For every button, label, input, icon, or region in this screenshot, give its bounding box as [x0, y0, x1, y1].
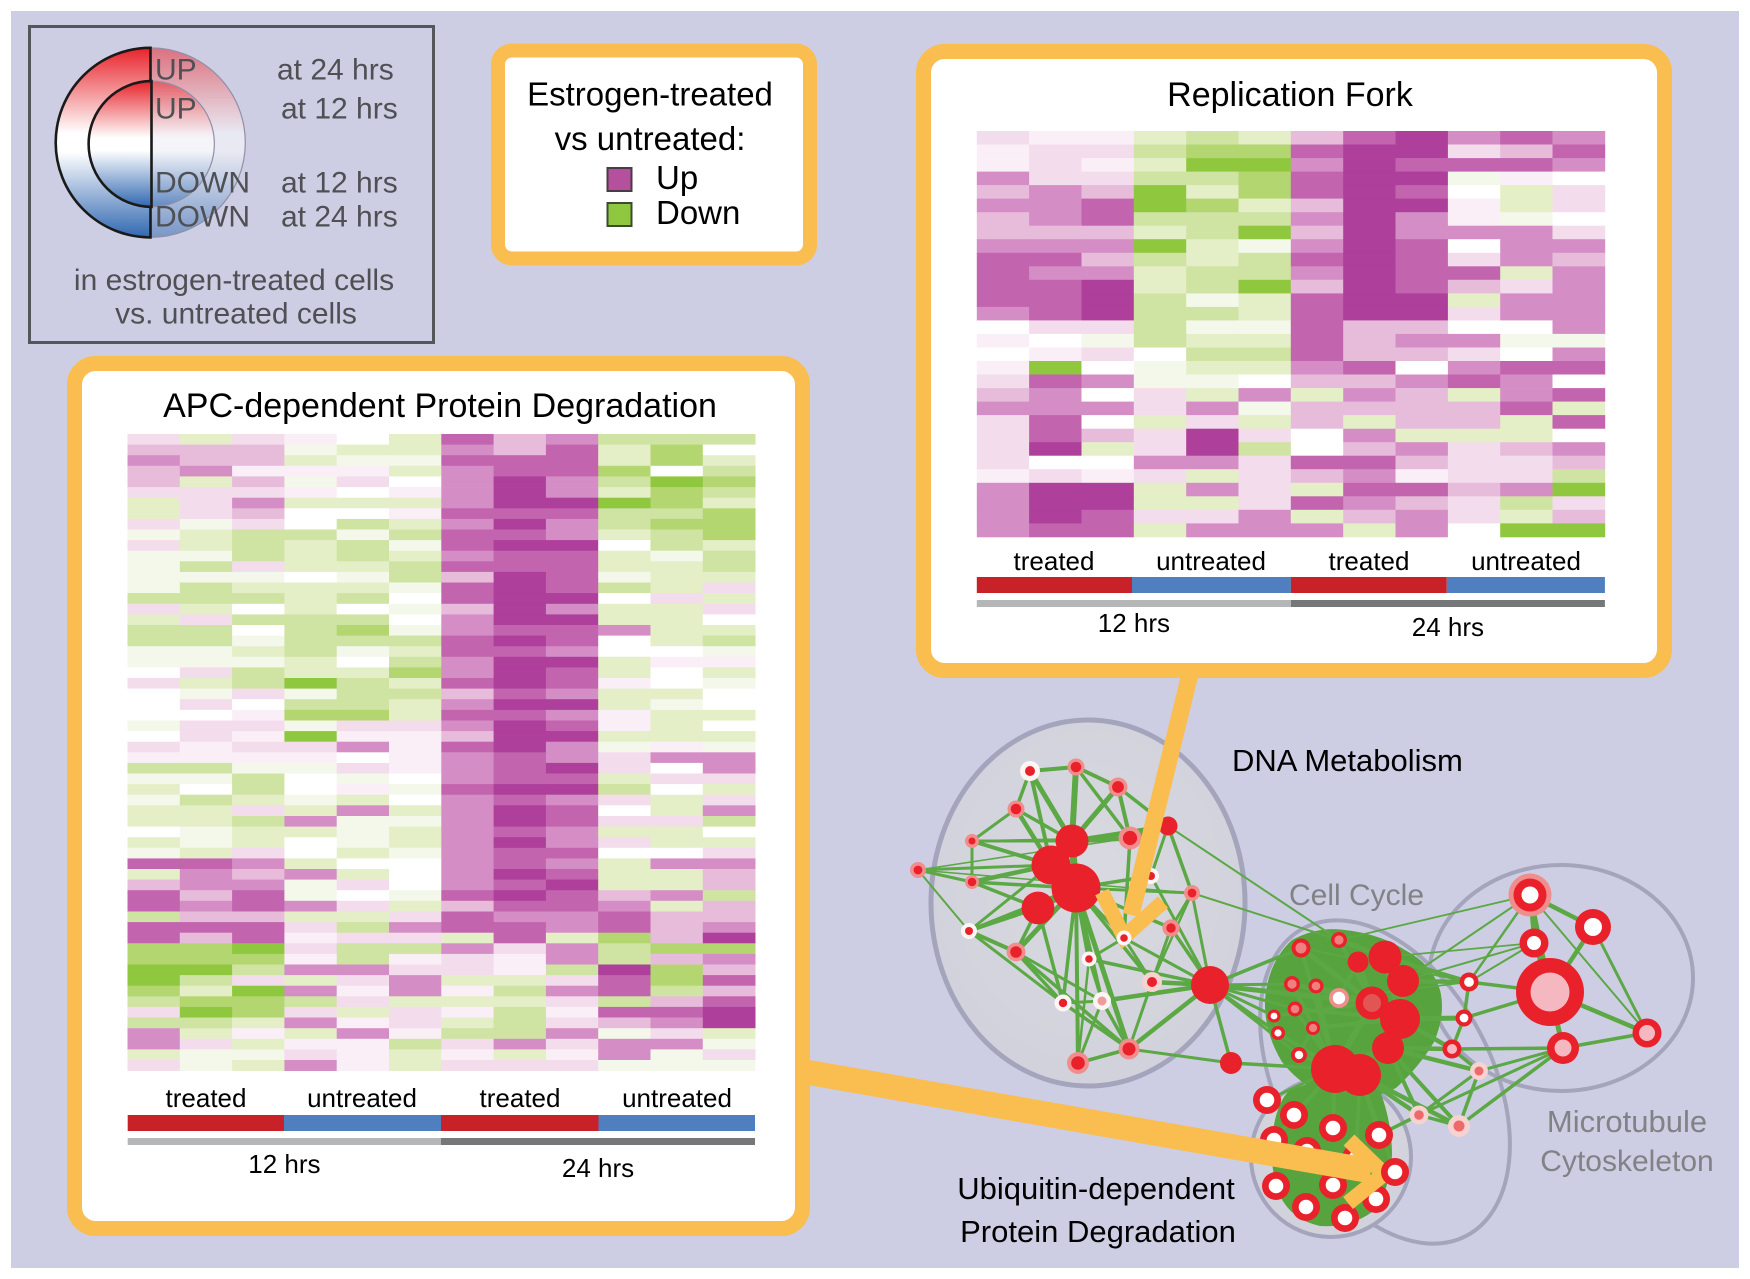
svg-text:untreated: untreated — [622, 1083, 732, 1113]
svg-text:Cytoskeleton: Cytoskeleton — [1540, 1145, 1713, 1178]
svg-text:12 hrs: 12 hrs — [248, 1149, 320, 1179]
svg-text:untreated: untreated — [1156, 546, 1266, 576]
svg-text:at 24 hrs: at 24 hrs — [281, 200, 398, 233]
svg-text:Protein Degradation: Protein Degradation — [960, 1214, 1236, 1249]
svg-text:12 hrs: 12 hrs — [1098, 608, 1170, 638]
svg-text:Replication Fork: Replication Fork — [1167, 76, 1414, 114]
svg-text:Ubiquitin-dependent: Ubiquitin-dependent — [957, 1171, 1235, 1206]
svg-text:Estrogen-treated: Estrogen-treated — [527, 76, 773, 113]
svg-text:DNA Metabolism: DNA Metabolism — [1232, 743, 1463, 778]
svg-text:treated: treated — [166, 1083, 247, 1113]
svg-text:at 12 hrs: at 12 hrs — [281, 93, 398, 126]
svg-text:Cell Cycle: Cell Cycle — [1289, 879, 1424, 912]
svg-text:vs. untreated cells: vs. untreated cells — [115, 298, 357, 331]
svg-text:UP: UP — [155, 93, 197, 126]
svg-text:UP: UP — [155, 54, 197, 87]
svg-text:in estrogen-treated cells: in estrogen-treated cells — [74, 264, 394, 297]
svg-text:24 hrs: 24 hrs — [562, 1153, 634, 1183]
svg-text:treated: treated — [1329, 546, 1410, 576]
svg-text:APC-dependent Protein Degradat: APC-dependent Protein Degradation — [163, 387, 717, 425]
svg-text:Microtubule: Microtubule — [1547, 1104, 1707, 1139]
svg-text:treated: treated — [480, 1083, 561, 1113]
svg-text:untreated: untreated — [307, 1083, 417, 1113]
svg-text:DOWN: DOWN — [155, 200, 250, 233]
svg-text:at 24 hrs: at 24 hrs — [277, 54, 394, 87]
svg-text:Down: Down — [656, 194, 740, 231]
svg-text:at 12 hrs: at 12 hrs — [281, 167, 398, 200]
svg-text:treated: treated — [1014, 546, 1095, 576]
svg-text:Up: Up — [656, 159, 698, 196]
svg-text:DOWN: DOWN — [155, 167, 250, 200]
svg-text:untreated: untreated — [1471, 546, 1581, 576]
svg-text:vs untreated:: vs untreated: — [555, 120, 746, 157]
svg-text:24 hrs: 24 hrs — [1412, 612, 1484, 642]
